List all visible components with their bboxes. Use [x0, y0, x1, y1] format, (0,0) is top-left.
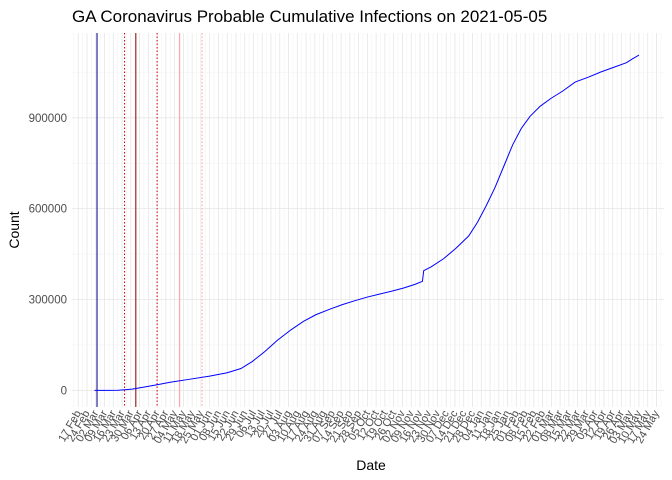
y-axis-ticks: 0 300000 600000 900000	[29, 113, 67, 398]
reference-lines	[96, 33, 203, 407]
y-tick-label: 900000	[29, 113, 67, 125]
chart-title: GA Coronavirus Probable Cumulative Infec…	[72, 7, 547, 26]
y-tick-label: 300000	[29, 294, 67, 306]
gridlines	[72, 33, 664, 407]
y-tick-label: 600000	[29, 204, 67, 216]
x-axis-title: Date	[356, 457, 386, 473]
series-layer	[94, 54, 640, 391]
series-line	[94, 54, 640, 391]
y-tick-label: 0	[61, 385, 67, 397]
y-axis-title: Count	[6, 211, 22, 248]
